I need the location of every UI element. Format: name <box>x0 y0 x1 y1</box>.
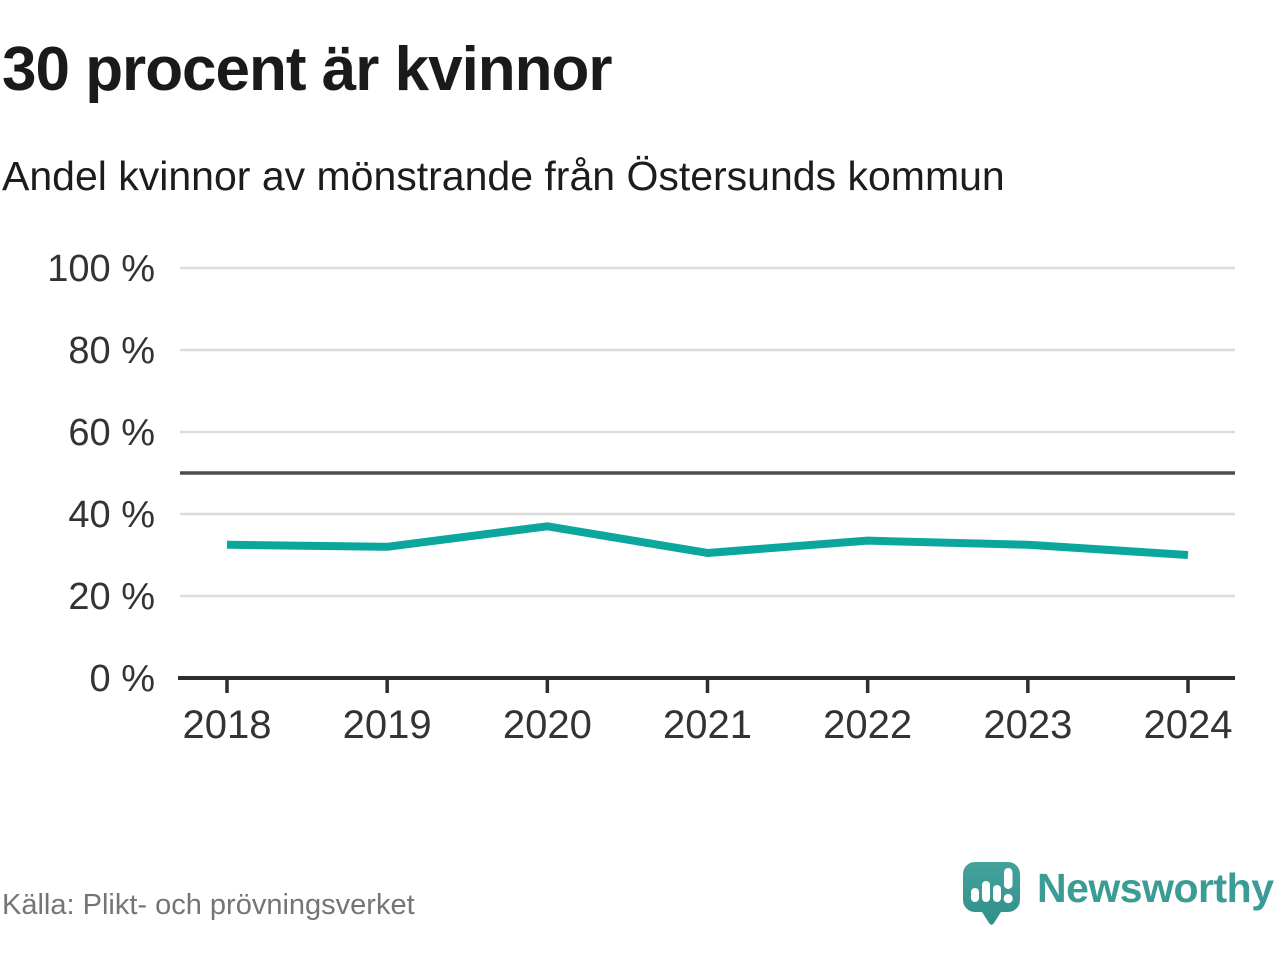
y-tick-label: 20 % <box>68 576 155 618</box>
newsworthy-logo-icon <box>963 862 1020 925</box>
chart-subtitle: Andel kvinnor av mönstrande från Östersu… <box>2 153 1005 199</box>
x-tick-label: 2018 <box>183 703 272 747</box>
x-tick-label: 2023 <box>983 703 1072 747</box>
bar-chart-glyph <box>971 881 1001 902</box>
exclamation-glyph <box>1003 868 1013 904</box>
y-tick-label: 60 % <box>68 412 155 454</box>
x-tick-label: 2019 <box>343 703 432 747</box>
chart-title: 30 procent är kvinnor <box>2 35 613 104</box>
y-tick-label: 40 % <box>68 494 155 536</box>
x-tick-label: 2024 <box>1144 703 1233 747</box>
x-tick-label: 2022 <box>823 703 912 747</box>
y-tick-label: 80 % <box>68 330 155 372</box>
x-tick-label: 2021 <box>663 703 752 747</box>
source-note: Källa: Plikt- och prövningsverket <box>2 889 415 921</box>
line-chart: 0 % 20 % 40 % 60 % 80 % 100 % 2018 2019 2020 2021… <box>47 248 1235 747</box>
brand-name: Newsworthy <box>1037 865 1274 911</box>
x-tick-label: 2020 <box>503 703 592 747</box>
y-tick-label: 100 % <box>47 248 155 290</box>
series-line <box>226 522 1189 559</box>
newsworthy-brand: Newsworthy <box>963 862 1274 928</box>
y-tick-label: 0 % <box>90 658 155 700</box>
